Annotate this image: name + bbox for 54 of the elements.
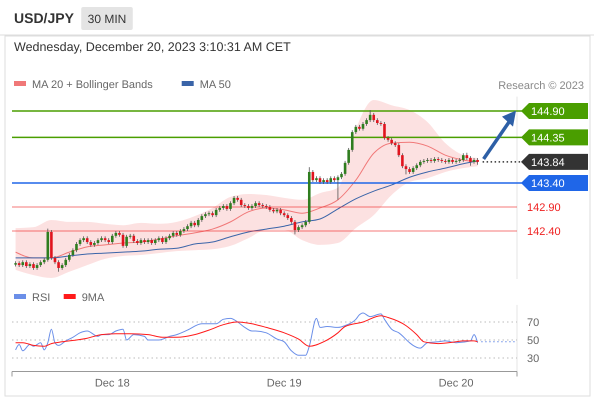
candlestick bbox=[350, 130, 354, 152]
candlestick bbox=[398, 142, 400, 158]
x-tick-label: Dec 18 bbox=[94, 378, 130, 390]
candlestick bbox=[372, 112, 376, 122]
y-tick-label: 50 bbox=[527, 335, 540, 347]
candlestick bbox=[344, 160, 346, 176]
ref-line-label: 144.90 bbox=[531, 106, 565, 118]
y-tick-label: 30 bbox=[527, 353, 540, 365]
candlestick bbox=[110, 233, 114, 244]
candlestick bbox=[476, 158, 479, 166]
candlestick bbox=[444, 158, 447, 164]
chart-title: USD/JPY bbox=[14, 10, 75, 26]
candlestick bbox=[454, 158, 458, 164]
candlestick bbox=[64, 257, 68, 268]
candlestick bbox=[208, 210, 210, 217]
candlestick bbox=[336, 174, 340, 200]
ref-line-label: 144.35 bbox=[531, 132, 565, 144]
candlestick bbox=[122, 232, 124, 248]
candlestick bbox=[347, 148, 350, 166]
candlestick bbox=[240, 197, 243, 208]
candlestick bbox=[368, 110, 372, 122]
candlestick bbox=[422, 158, 426, 164]
line-series bbox=[15, 315, 478, 347]
candlestick bbox=[383, 122, 386, 140]
legend-label: RSI bbox=[32, 292, 50, 304]
line-series bbox=[15, 312, 478, 356]
candlestick bbox=[75, 242, 78, 253]
candlestick bbox=[294, 220, 296, 235]
x-tick-label: Dec 20 bbox=[438, 378, 474, 390]
candlestick bbox=[469, 156, 472, 166]
candlestick bbox=[57, 260, 60, 272]
candlestick bbox=[196, 218, 200, 228]
ref-line-label: 142.90 bbox=[527, 202, 561, 214]
candlestick bbox=[125, 234, 128, 248]
candlestick bbox=[232, 196, 236, 206]
legend-label: MA 50 bbox=[200, 79, 231, 91]
legend-label: 9MA bbox=[82, 292, 105, 304]
candlestick bbox=[312, 170, 314, 182]
candlestick bbox=[14, 260, 17, 267]
ref-line-label: 143.84 bbox=[531, 156, 565, 169]
text: Research © 2023 bbox=[498, 80, 584, 92]
y-tick-label: 70 bbox=[527, 317, 540, 329]
ref-line-label: 143.40 bbox=[531, 178, 565, 190]
x-tick-label: Dec 19 bbox=[266, 378, 302, 390]
chart-subtitle: 30 MIN bbox=[88, 12, 126, 26]
candlestick bbox=[214, 208, 218, 218]
legend-label: MA 20 + Bollinger Bands bbox=[32, 79, 154, 91]
text: Wednesday, December 20, 2023 3:10:31 AM CET bbox=[14, 40, 292, 54]
candlestick bbox=[132, 233, 136, 244]
candlestick bbox=[401, 152, 404, 169]
candlestick bbox=[426, 158, 429, 164]
ref-line-label: 142.40 bbox=[527, 226, 561, 238]
candlestick bbox=[430, 158, 432, 164]
candlestick bbox=[354, 124, 358, 134]
